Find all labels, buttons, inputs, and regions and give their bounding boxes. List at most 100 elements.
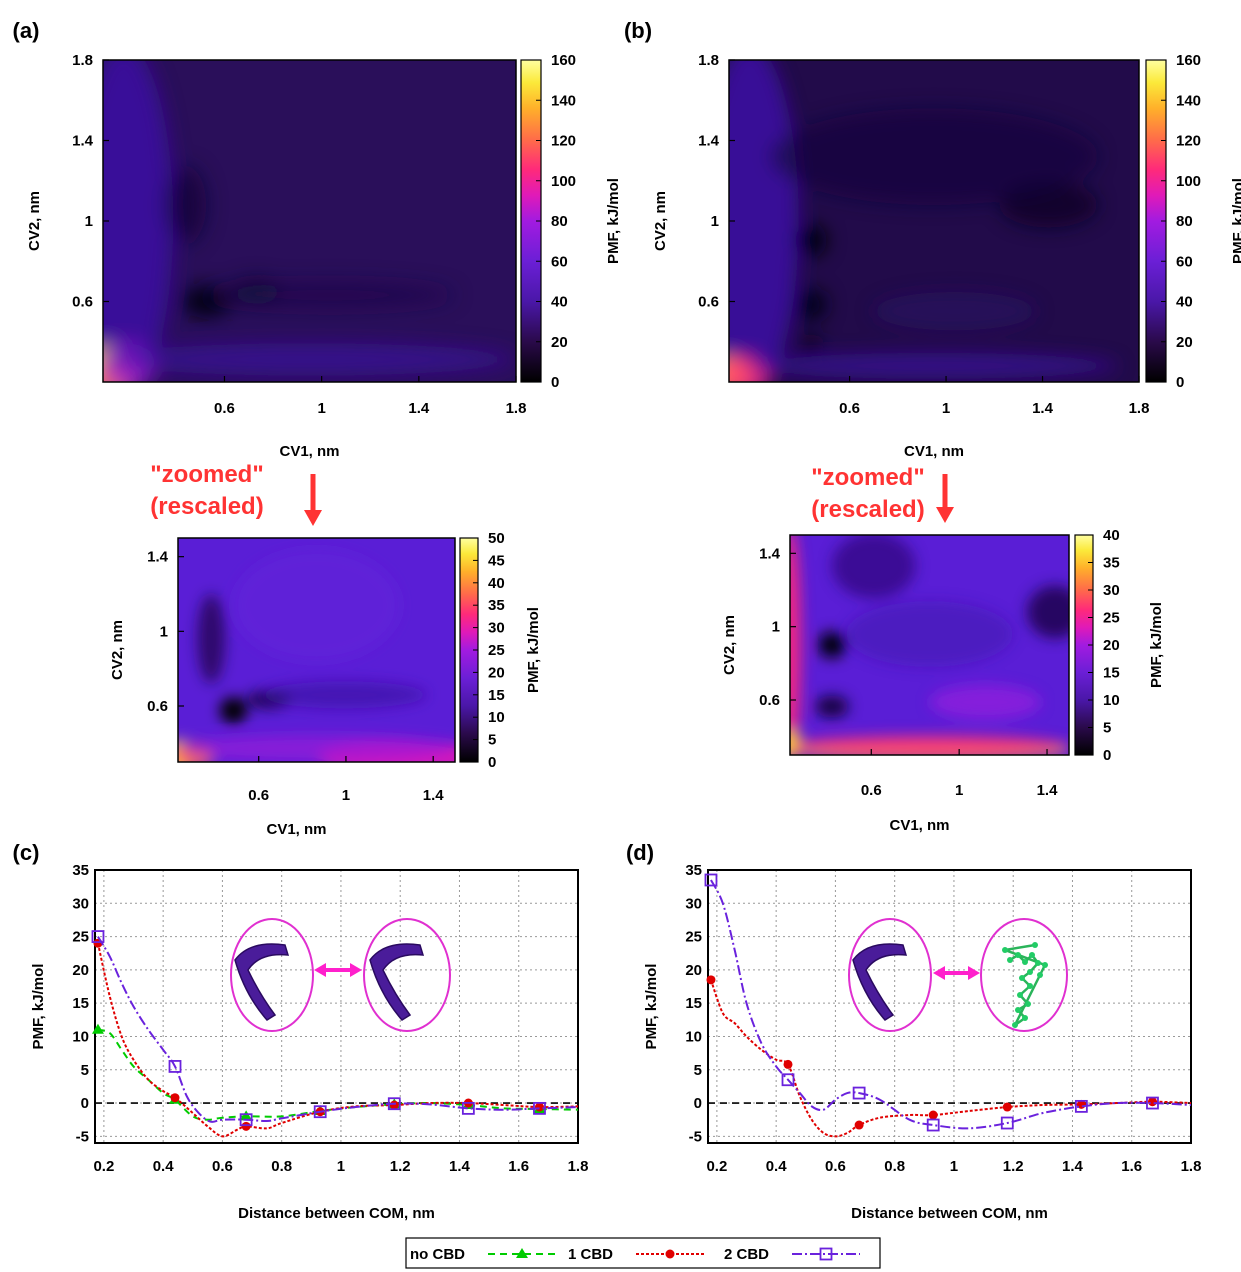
colorbar-tick-label: 0 — [1103, 747, 1111, 764]
line-chart-c — [91, 869, 579, 1144]
illustration-circle — [230, 918, 314, 1032]
series-line-2-cbd — [97, 936, 579, 1123]
x-axis-label: CV1, nm — [279, 443, 339, 460]
heatmap-feature — [749, 353, 1119, 379]
heatmap-feature — [178, 735, 455, 762]
colorbar-tick-label: 20 — [551, 334, 568, 351]
panel-label-a: (a) — [13, 18, 40, 43]
legend-label: 2 CBD — [724, 1246, 769, 1263]
colorbar-tick-label: 40 — [1176, 294, 1193, 311]
heatmap-b-full — [728, 59, 1167, 383]
x-tick-label: 1 — [342, 787, 350, 804]
x-tick-label: 1.8 — [506, 400, 527, 417]
heatmap-feature — [770, 108, 1098, 205]
colorbar-tick-label: 80 — [551, 213, 568, 230]
y-tick-label: 0 — [694, 1095, 702, 1112]
legend-marker — [665, 1249, 675, 1259]
x-axis-label: Distance between COM, nm — [238, 1205, 435, 1222]
heatmap-frame — [177, 537, 456, 763]
colorbar-label: PMF, kJ/mol — [605, 178, 622, 264]
heatmap-feature — [103, 343, 516, 376]
molecule-atom — [1027, 983, 1033, 989]
double-arrow-icon — [933, 966, 980, 980]
colorbar-label: PMF, kJ/mol — [1148, 602, 1165, 688]
y-tick-label: 1.4 — [759, 545, 781, 562]
panel-label-d: (d) — [626, 840, 654, 865]
x-tick-label: 1.4 — [1062, 1158, 1084, 1175]
colorbar-tick-label: 10 — [488, 709, 505, 726]
data-point — [852, 1086, 866, 1100]
molecule-bond — [1004, 943, 1036, 952]
colorbar-tick-label: 40 — [551, 294, 568, 311]
colorbar-tick-label: 10 — [1103, 692, 1120, 709]
colorbar-tick-label: 40 — [1103, 527, 1120, 544]
x-tick-label: 0.6 — [212, 1158, 233, 1175]
colorbar-tick-label: 45 — [488, 552, 505, 569]
colorbar-tick-label: 30 — [1103, 582, 1120, 599]
heatmap-feature — [197, 594, 226, 684]
heatmap-feature — [929, 684, 1042, 720]
y-axis-label: CV2, nm — [721, 615, 738, 675]
colorbar-tick-label: 5 — [488, 732, 496, 749]
zoom-annotation — [936, 474, 954, 523]
heatmap-feature — [233, 549, 400, 662]
colorbar-tick-label: 60 — [551, 253, 568, 270]
panel-label-b: (b) — [624, 18, 652, 43]
colorbar-tick-label: 140 — [551, 92, 576, 109]
data-point — [928, 1110, 938, 1120]
y-tick-label: -5 — [76, 1128, 89, 1145]
molecule-atom — [1019, 975, 1025, 981]
heatmap-field — [790, 535, 1069, 755]
data-point — [1000, 1116, 1014, 1130]
colorbar-tick-label: 140 — [1176, 92, 1201, 109]
data-point — [783, 1059, 793, 1069]
heatmap-feature — [798, 333, 824, 360]
illustration-circle — [848, 918, 932, 1032]
heatmap-feature — [794, 288, 828, 321]
colorbar-tick-label: 50 — [488, 530, 505, 547]
x-tick-label: 0.4 — [153, 1158, 175, 1175]
arrow-head — [350, 963, 362, 977]
heatmap-feature — [790, 735, 1069, 755]
y-tick-label: 0 — [81, 1095, 89, 1112]
x-tick-label: 0.4 — [766, 1158, 788, 1175]
data-point — [1146, 1096, 1159, 1110]
y-tick-label: 15 — [72, 995, 89, 1012]
colorbar-tick-label: 5 — [1103, 720, 1111, 737]
cbd-molecule-illustration — [1002, 942, 1048, 1028]
x-tick-label: 0.8 — [884, 1158, 905, 1175]
colorbar-tick-label: 160 — [1176, 52, 1201, 69]
molecule-atom — [1022, 959, 1028, 965]
y-tick-label: 35 — [72, 862, 89, 879]
data-point — [241, 1121, 251, 1131]
peptide-ribbon — [852, 943, 908, 1021]
heatmap-feature — [831, 535, 916, 599]
heatmap-feature — [103, 60, 174, 382]
colorbar-tick-label: 40 — [488, 575, 505, 592]
data-point — [168, 1060, 182, 1073]
data-point — [926, 1118, 940, 1132]
x-tick-label: 0.6 — [825, 1158, 846, 1175]
data-point — [389, 1100, 399, 1110]
heatmap-field — [729, 60, 1139, 382]
molecule-atom — [1022, 1015, 1028, 1021]
heatmap-b-zoom — [789, 534, 1094, 756]
y-tick-label: 10 — [685, 1028, 702, 1045]
x-tick-label: 0.6 — [248, 787, 269, 804]
colorbar-tick-label: 15 — [1103, 665, 1120, 682]
illustration-circle — [980, 918, 1068, 1032]
molecule-atom — [1032, 942, 1038, 948]
y-tick-label: 1.4 — [698, 133, 720, 150]
y-axis-label: CV2, nm — [26, 191, 43, 251]
heatmap-field — [103, 60, 516, 382]
x-tick-label: 1 — [942, 400, 950, 417]
molecule-atom — [1015, 952, 1021, 958]
colorbar-tick-label: 25 — [1103, 610, 1120, 627]
zoom-annotation — [304, 474, 322, 526]
data-point — [533, 1101, 546, 1115]
y-tick-label: 1 — [160, 623, 168, 640]
y-axis-label: CV2, nm — [109, 620, 126, 680]
heatmap-feature — [872, 291, 1037, 331]
x-axis-label: Distance between COM, nm — [851, 1205, 1048, 1222]
annotation-rescaled-text: (rescaled) — [811, 496, 924, 523]
